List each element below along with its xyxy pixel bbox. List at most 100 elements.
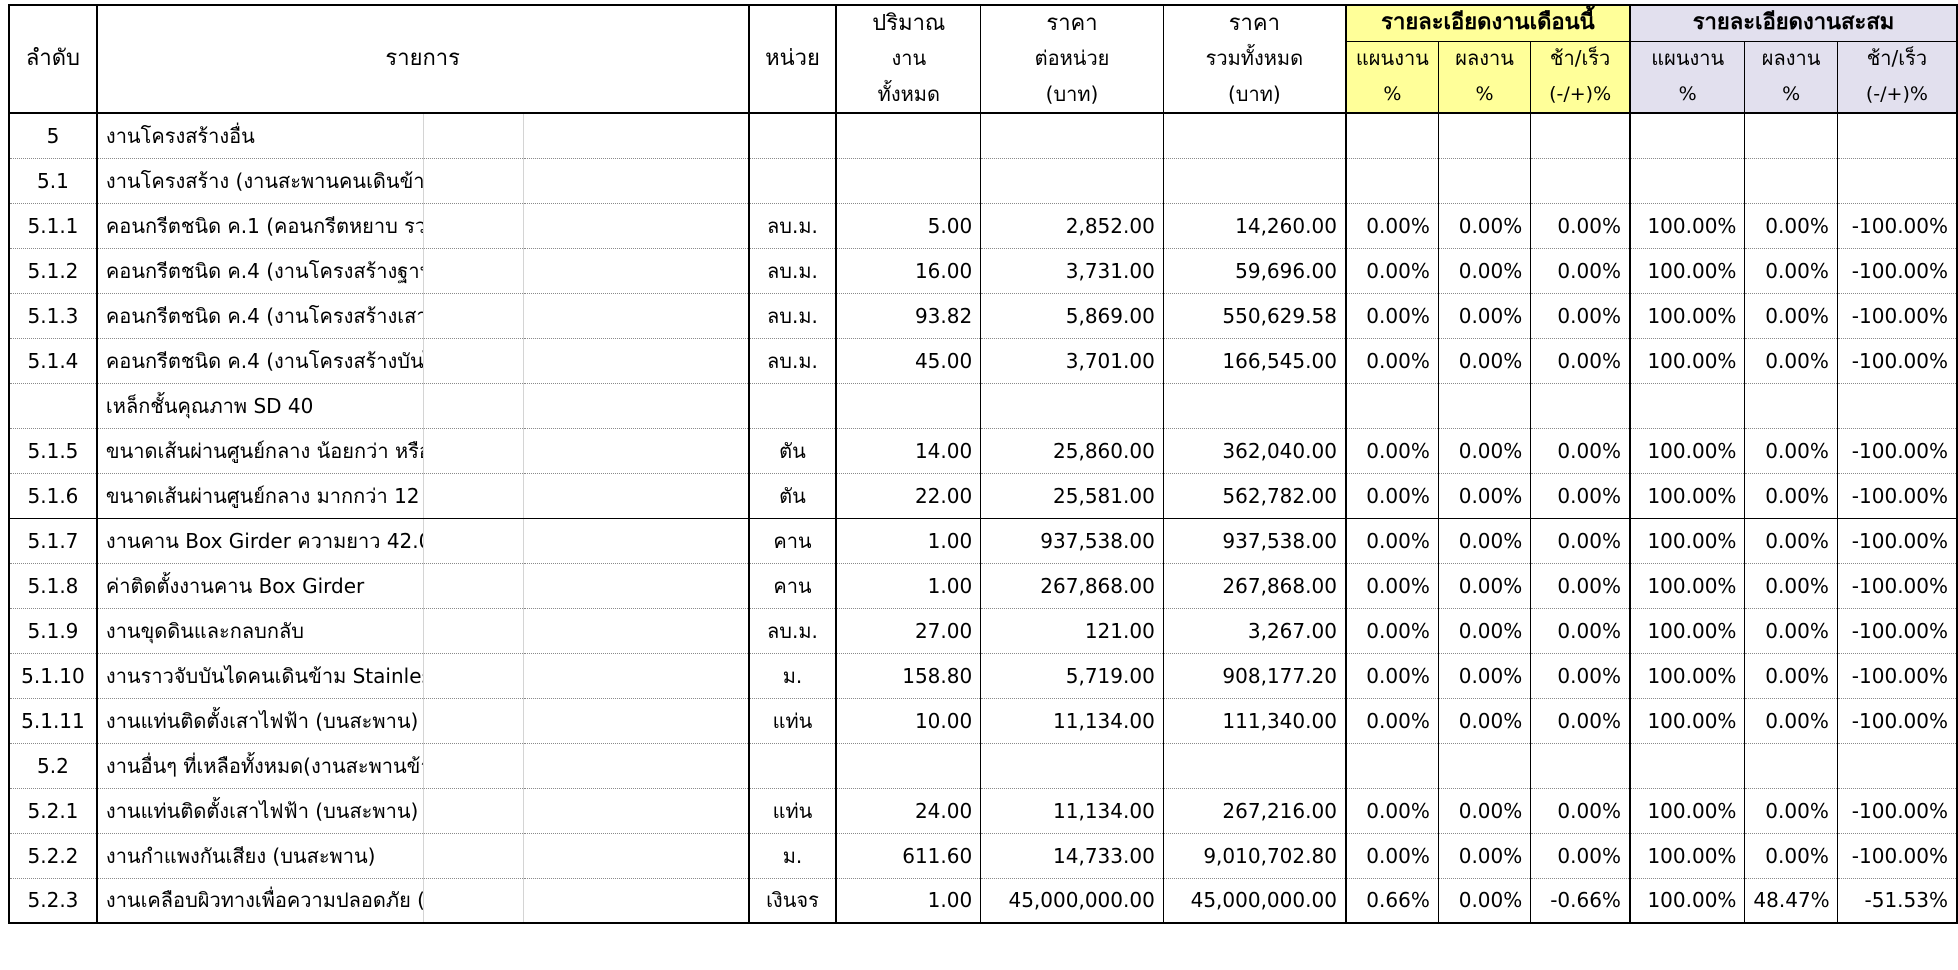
table-row[interactable]: 5.1.8 ค่าติดตั้งงานคาน Box Girder คาน 1.00 2… [8,563,1958,609]
cell-quantity[interactable]: 93.82 [836,293,982,339]
cell-month-diff[interactable]: 0.00% [1530,428,1631,474]
cell-description-pad-b[interactable] [522,518,750,564]
cell-cumulative-diff[interactable]: -100.00% [1837,248,1958,294]
cell-description-pad-a[interactable] [423,653,524,699]
cell-unit-price[interactable]: 25,860.00 [980,428,1164,474]
cell-cumulative-diff[interactable]: -100.00% [1837,518,1958,564]
cell-cumulative-plan[interactable]: 100.00% [1629,473,1746,519]
cell-description[interactable]: งานโครงสร้าง (งานสะพานคนเดินข้าม) [96,158,424,204]
cell-unit[interactable]: ลบ.ม. [748,608,838,654]
cell-cumulative-actual[interactable]: 0.00% [1744,833,1838,879]
cell-cumulative-actual[interactable]: 0.00% [1744,338,1838,384]
cell-description[interactable]: เหล็กชั้นคุณภาพ SD 40 [96,383,424,429]
cell-description-pad-b[interactable] [522,383,750,429]
cell-month-plan[interactable]: 0.00% [1345,428,1439,474]
cell-seq[interactable]: 5.2 [8,743,98,789]
cell-month-actual[interactable]: 0.00% [1438,653,1532,699]
cell-unit-price[interactable] [980,113,1164,159]
table-row[interactable]: 5.1.4 คอนกรีตชนิด ค.4 (งานโครงสร้างบันได)… [8,338,1958,384]
cell-cumulative-plan[interactable]: 100.00% [1629,203,1746,249]
cell-cumulative-actual[interactable]: 0.00% [1744,518,1838,564]
cell-cumulative-plan[interactable] [1629,383,1746,429]
cell-total-price[interactable]: 3,267.00 [1163,608,1347,654]
cell-seq[interactable]: 5.1.1 [8,203,98,249]
cell-month-actual[interactable]: 0.00% [1438,338,1532,384]
cell-cumulative-diff[interactable]: -100.00% [1837,338,1958,384]
cell-month-diff[interactable]: 0.00% [1530,248,1631,294]
cell-description[interactable]: คอนกรีตชนิด ค.4 (งานโครงสร้างเสาตอม่อ) [96,293,424,339]
cell-description-pad-b[interactable] [522,743,750,789]
cell-unit-price[interactable]: 3,701.00 [980,338,1164,384]
cell-month-actual[interactable]: 0.00% [1438,878,1532,924]
cell-cumulative-plan[interactable]: 100.00% [1629,248,1746,294]
cell-description[interactable]: งานเคลือบผิวทางเพื่อความปลอดภัย (Acrysir… [96,878,424,924]
cell-month-plan[interactable]: 0.00% [1345,203,1439,249]
cell-month-diff[interactable]: 0.00% [1530,608,1631,654]
cell-seq[interactable] [8,383,98,429]
cell-description-pad-b[interactable] [522,248,750,294]
cell-cumulative-actual[interactable]: 0.00% [1744,653,1838,699]
cell-unit-price[interactable] [980,743,1164,789]
cell-seq[interactable]: 5.1.3 [8,293,98,339]
cell-quantity[interactable] [836,743,982,789]
cell-unit[interactable]: แท่น [748,698,838,744]
cell-cumulative-actual[interactable]: 0.00% [1744,293,1838,339]
cell-description[interactable]: คอนกรีตชนิด ค.4 (งานโครงสร้างบันได) [96,338,424,384]
cell-month-actual[interactable] [1438,113,1532,159]
cell-month-actual[interactable]: 0.00% [1438,428,1532,474]
cell-unit-price[interactable] [980,383,1164,429]
cell-description-pad-b[interactable] [522,293,750,339]
cell-description-pad-a[interactable] [423,248,524,294]
cell-quantity[interactable]: 10.00 [836,698,982,744]
cell-quantity[interactable]: 45.00 [836,338,982,384]
cell-description-pad-b[interactable] [522,113,750,159]
cell-total-price[interactable] [1163,158,1347,204]
cell-cumulative-plan[interactable]: 100.00% [1629,428,1746,474]
cell-month-diff[interactable] [1530,158,1631,204]
cell-unit[interactable]: ลบ.ม. [748,248,838,294]
cell-description-pad-a[interactable] [423,518,524,564]
cell-description-pad-a[interactable] [423,473,524,519]
cell-unit-price[interactable] [980,158,1164,204]
cell-description-pad-a[interactable] [423,878,524,924]
cell-description-pad-b[interactable] [522,158,750,204]
cell-description-pad-a[interactable] [423,203,524,249]
cell-cumulative-plan[interactable] [1629,158,1746,204]
cell-unit-price[interactable]: 5,719.00 [980,653,1164,699]
table-row[interactable]: 5.1 งานโครงสร้าง (งานสะพานคนเดินข้าม) [8,158,1958,204]
cell-seq[interactable]: 5 [8,113,98,159]
cell-unit[interactable] [748,113,838,159]
cell-cumulative-diff[interactable]: -51.53% [1837,878,1958,924]
cell-month-actual[interactable]: 0.00% [1438,293,1532,339]
cell-month-plan[interactable]: 0.66% [1345,878,1439,924]
cell-unit-price[interactable]: 25,581.00 [980,473,1164,519]
cell-month-diff[interactable] [1530,113,1631,159]
cell-cumulative-actual[interactable]: 0.00% [1744,248,1838,294]
cell-month-actual[interactable]: 0.00% [1438,518,1532,564]
cell-month-plan[interactable]: 0.00% [1345,518,1439,564]
cell-cumulative-diff[interactable]: -100.00% [1837,428,1958,474]
cell-description[interactable]: ค่าติดตั้งงานคาน Box Girder [96,563,424,609]
cell-unit-price[interactable]: 14,733.00 [980,833,1164,879]
cell-cumulative-actual[interactable] [1744,113,1838,159]
cell-cumulative-diff[interactable]: -100.00% [1837,653,1958,699]
cell-cumulative-diff[interactable]: -100.00% [1837,293,1958,339]
cell-seq[interactable]: 5.2.3 [8,878,98,924]
cell-unit[interactable]: ลบ.ม. [748,293,838,339]
cell-cumulative-diff[interactable]: -100.00% [1837,833,1958,879]
cell-month-plan[interactable]: 0.00% [1345,338,1439,384]
cell-month-plan[interactable]: 0.00% [1345,788,1439,834]
cell-month-diff[interactable]: 0.00% [1530,833,1631,879]
cell-total-price[interactable] [1163,743,1347,789]
cell-month-actual[interactable]: 0.00% [1438,608,1532,654]
cell-description-pad-a[interactable] [423,158,524,204]
cell-description-pad-b[interactable] [522,878,750,924]
cell-total-price[interactable]: 59,696.00 [1163,248,1347,294]
cell-seq[interactable]: 5.1.5 [8,428,98,474]
cell-seq[interactable]: 5.1.7 [8,518,98,564]
